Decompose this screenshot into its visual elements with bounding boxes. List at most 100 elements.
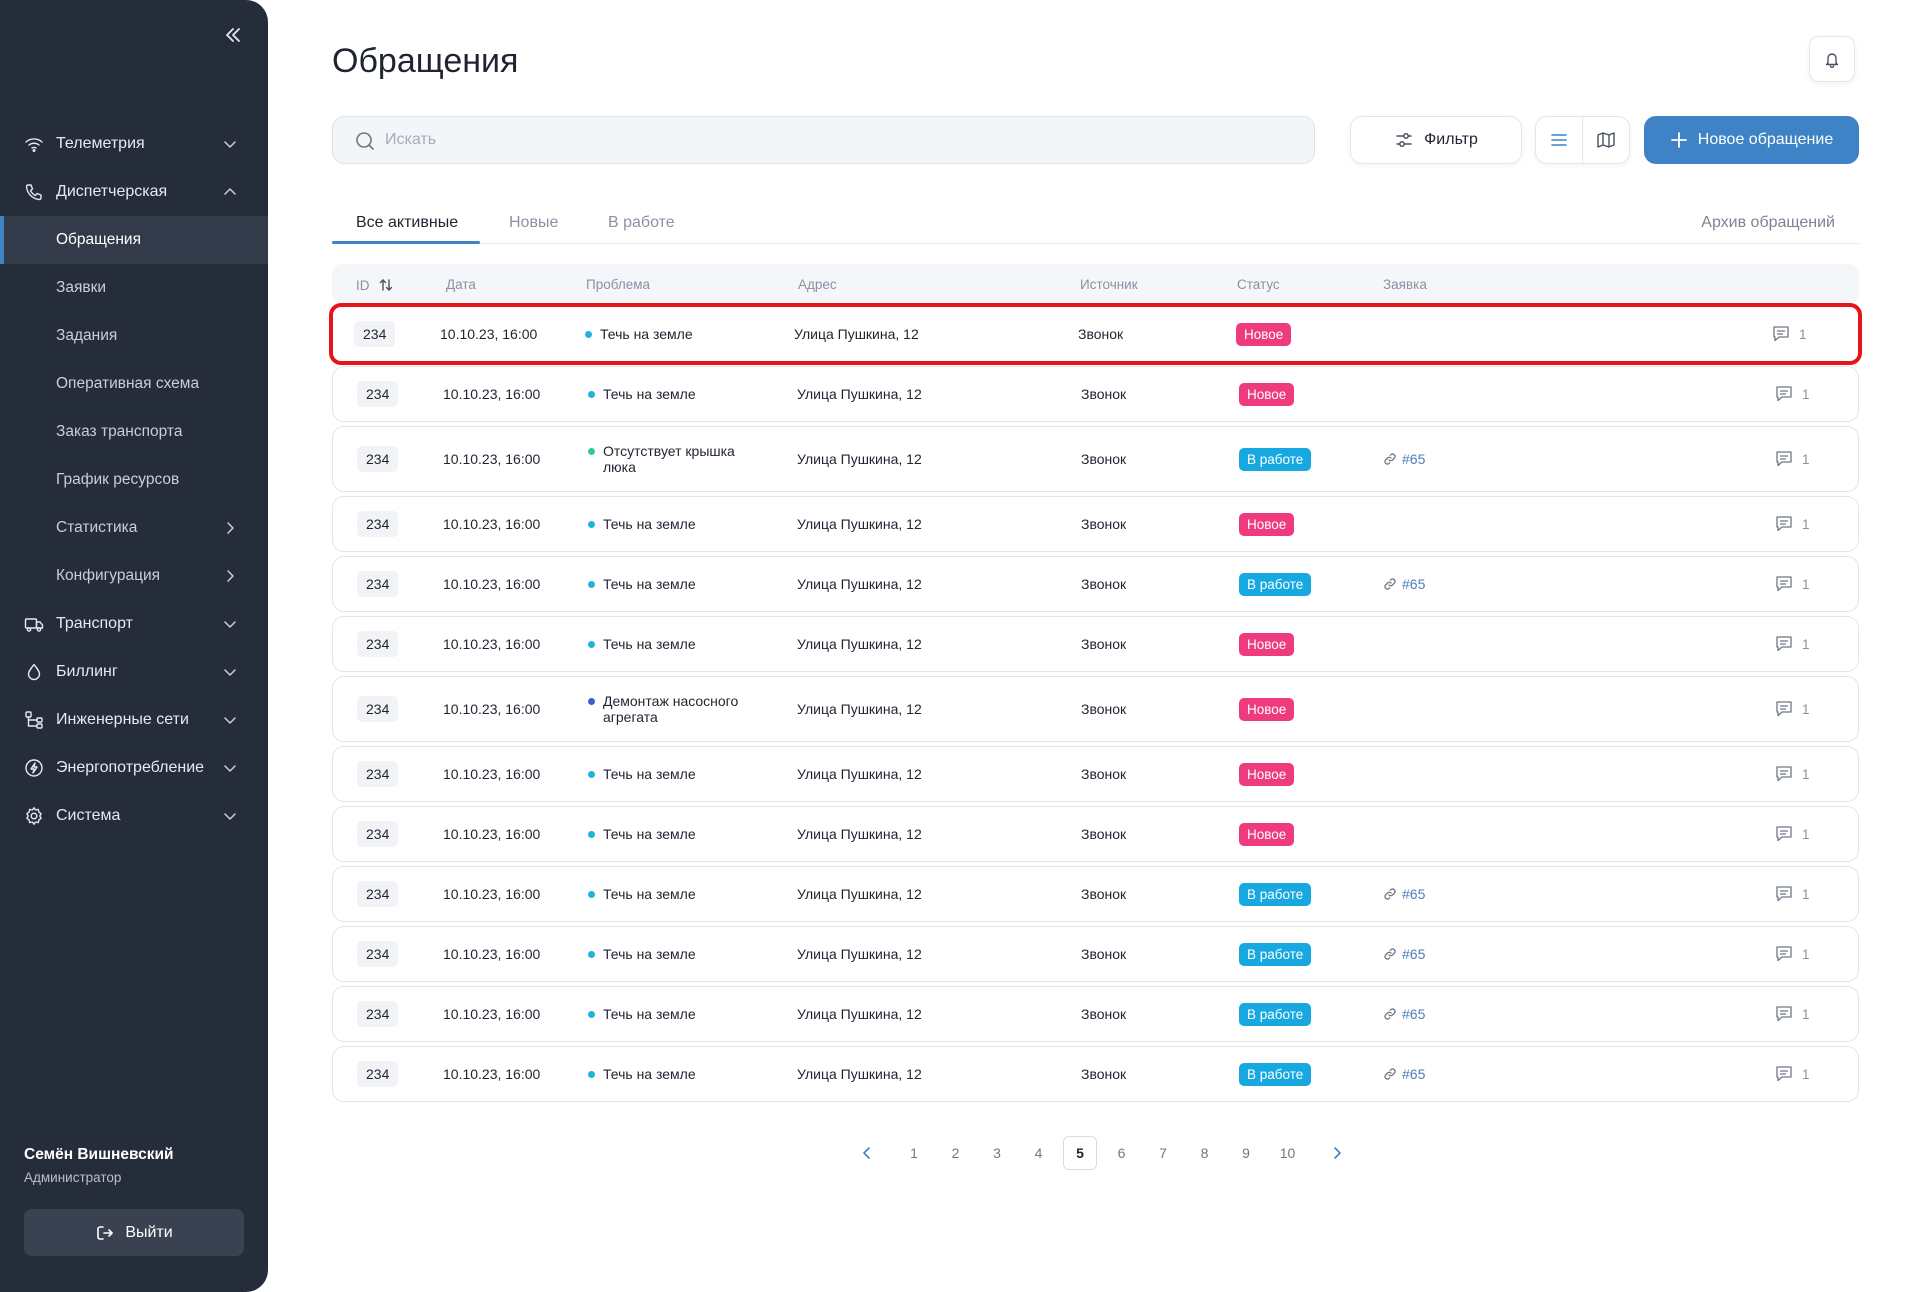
tab-new[interactable]: Новые — [509, 214, 559, 231]
sidebar-item-6[interactable]: Заказ транспорта — [0, 408, 268, 456]
sidebar-item-label: Задания — [56, 327, 118, 344]
sidebar-item-9[interactable]: Конфигурация — [0, 552, 268, 600]
list-view-button[interactable] — [1536, 117, 1583, 163]
sidebar-item-3[interactable]: Заявки — [0, 264, 268, 312]
table-row[interactable]: 234 10.10.23, 16:00 Отсутствует крышка люк… — [332, 426, 1859, 492]
wifi-icon — [25, 138, 43, 152]
sidebar-item-13[interactable]: Энергопотребление — [0, 744, 268, 792]
table-row[interactable]: 234 10.10.23, 16:00 Течь на земле Улица Пуш… — [332, 866, 1859, 922]
page-2[interactable]: 2 — [951, 1145, 960, 1161]
comments-button[interactable]: 1 — [1774, 514, 1810, 534]
tab-all-active[interactable]: Все активные — [356, 214, 459, 231]
row-problem: Течь на земле — [588, 1006, 748, 1022]
ticket-link[interactable]: #65 — [1383, 576, 1425, 592]
column-address: Адрес — [798, 277, 837, 292]
column-source: Источник — [1080, 277, 1138, 292]
table-row[interactable]: 234 10.10.23, 16:00 Течь на земле Улица Пуш… — [332, 556, 1859, 612]
sidebar-item-1[interactable]: Диспетчерская — [0, 168, 268, 216]
table-row[interactable]: 234 10.10.23, 16:00 Течь на земле Улица Пуш… — [332, 926, 1859, 982]
comments-button[interactable]: 1 — [1774, 699, 1810, 719]
sidebar-item-10[interactable]: Транспорт — [0, 600, 268, 648]
next-page-button[interactable] — [1320, 1136, 1354, 1170]
archive-link[interactable]: Архив обращений — [1701, 214, 1835, 231]
chevron-down-icon — [224, 141, 236, 148]
table-row[interactable]: 234 10.10.23, 16:00 Течь на земле Улица Пуш… — [329, 303, 1862, 365]
ticket-link[interactable]: #65 — [1383, 946, 1425, 962]
logout-icon — [97, 1225, 114, 1240]
row-date: 10.10.23, 16:00 — [443, 636, 541, 652]
sidebar-item-7[interactable]: График ресурсов — [0, 456, 268, 504]
page-4[interactable]: 4 — [1034, 1145, 1043, 1161]
page-7[interactable]: 7 — [1159, 1145, 1167, 1161]
table-row[interactable]: 234 10.10.23, 16:00 Течь на земле Улица Пуш… — [332, 1046, 1859, 1102]
page-5[interactable]: 5 — [1063, 1136, 1097, 1170]
page-1[interactable]: 1 — [910, 1145, 918, 1161]
table-row[interactable]: 234 10.10.23, 16:00 Течь на земле Улица Пуш… — [332, 806, 1859, 862]
sidebar-item-label: Обращения — [56, 231, 141, 248]
row-problem: Демонтаж насосного агрегата — [588, 693, 748, 725]
comment-icon — [1776, 886, 1792, 902]
comments-button[interactable]: 1 — [1774, 884, 1810, 904]
page-9[interactable]: 9 — [1242, 1145, 1250, 1161]
tab-in-progress[interactable]: В работе — [608, 214, 675, 231]
comments-button[interactable]: 1 — [1774, 764, 1810, 784]
ticket-link[interactable]: #65 — [1383, 1006, 1425, 1022]
table-row[interactable]: 234 10.10.23, 16:00 Течь на земле Улица Пуш… — [332, 986, 1859, 1042]
comments-count: 1 — [1802, 636, 1810, 652]
collapse-sidebar-button[interactable] — [222, 24, 244, 46]
problem-dot — [588, 831, 595, 838]
notifications-button[interactable] — [1809, 36, 1855, 82]
page-3[interactable]: 3 — [993, 1145, 1001, 1161]
ticket-link[interactable]: #65 — [1383, 1066, 1425, 1082]
logout-label: Выйти — [125, 1223, 173, 1241]
map-view-button[interactable] — [1583, 117, 1629, 163]
sidebar-item-8[interactable]: Статистика — [0, 504, 268, 552]
comments-count: 1 — [1802, 1066, 1810, 1082]
filter-button[interactable]: Фильтр — [1350, 116, 1522, 164]
comments-button[interactable]: 1 — [1774, 944, 1810, 964]
comments-button[interactable]: 1 — [1774, 634, 1810, 654]
sidebar-item-0[interactable]: Телеметрия — [0, 120, 268, 168]
search-input[interactable] — [385, 131, 1265, 149]
ticket-label: #65 — [1402, 886, 1426, 902]
row-id: 234 — [354, 321, 396, 347]
page-10[interactable]: 10 — [1279, 1145, 1296, 1161]
comments-button[interactable]: 1 — [1774, 1004, 1810, 1024]
sidebar-nav: Телеметрия Диспетчерская Обращения Заявки За… — [0, 120, 268, 840]
table-row[interactable]: 234 10.10.23, 16:00 Течь на земле Улица Пуш… — [332, 366, 1859, 422]
sidebar-item-11[interactable]: Биллинг — [0, 648, 268, 696]
sidebar-item-5[interactable]: Оперативная схема — [0, 360, 268, 408]
sidebar-item-4[interactable]: Задания — [0, 312, 268, 360]
logout-button[interactable]: Выйти — [24, 1209, 244, 1256]
comments-button[interactable]: 1 — [1774, 824, 1810, 844]
column-id[interactable]: ID — [356, 277, 394, 293]
sidebar-item-12[interactable]: Инженерные сети — [0, 696, 268, 744]
row-address: Улица Пушкина, 12 — [797, 826, 922, 842]
table-row[interactable]: 234 10.10.23, 16:00 Течь на земле Улица Пуш… — [332, 746, 1859, 802]
comments-button[interactable]: 1 — [1774, 574, 1810, 594]
ticket-link[interactable]: #65 — [1383, 886, 1425, 902]
column-problem: Проблема — [586, 277, 651, 292]
comments-button[interactable]: 1 — [1771, 324, 1807, 344]
sidebar-item-label: Заявки — [56, 279, 107, 296]
table-row[interactable]: 234 10.10.23, 16:00 Течь на земле Улица Пуш… — [332, 616, 1859, 672]
comments-button[interactable]: 1 — [1774, 1064, 1810, 1084]
page-6[interactable]: 6 — [1117, 1145, 1126, 1161]
ticket-link[interactable]: #65 — [1383, 451, 1425, 467]
comments-count: 1 — [1802, 1006, 1810, 1022]
page-8[interactable]: 8 — [1200, 1145, 1209, 1161]
comments-button[interactable]: 1 — [1774, 449, 1810, 469]
table-row[interactable]: 234 10.10.23, 16:00 Демонтаж насосного агр… — [332, 676, 1859, 742]
prev-page-button[interactable] — [850, 1136, 884, 1170]
row-source: Звонок — [1081, 886, 1127, 902]
search-icon — [356, 132, 374, 150]
table-row[interactable]: 234 10.10.23, 16:00 Течь на земле Улица Пуш… — [332, 496, 1859, 552]
sidebar-item-label: Диспетчерская — [56, 183, 168, 200]
sidebar-item-label: Биллинг — [56, 663, 118, 680]
row-problem: Течь на земле — [588, 886, 748, 902]
sidebar-item-2[interactable]: Обращения — [0, 216, 268, 264]
comments-button[interactable]: 1 — [1774, 384, 1810, 404]
sidebar-item-14[interactable]: Система — [0, 792, 268, 840]
ticket-label: #65 — [1402, 1066, 1426, 1082]
new-request-button[interactable]: Новое обращение — [1644, 116, 1859, 164]
